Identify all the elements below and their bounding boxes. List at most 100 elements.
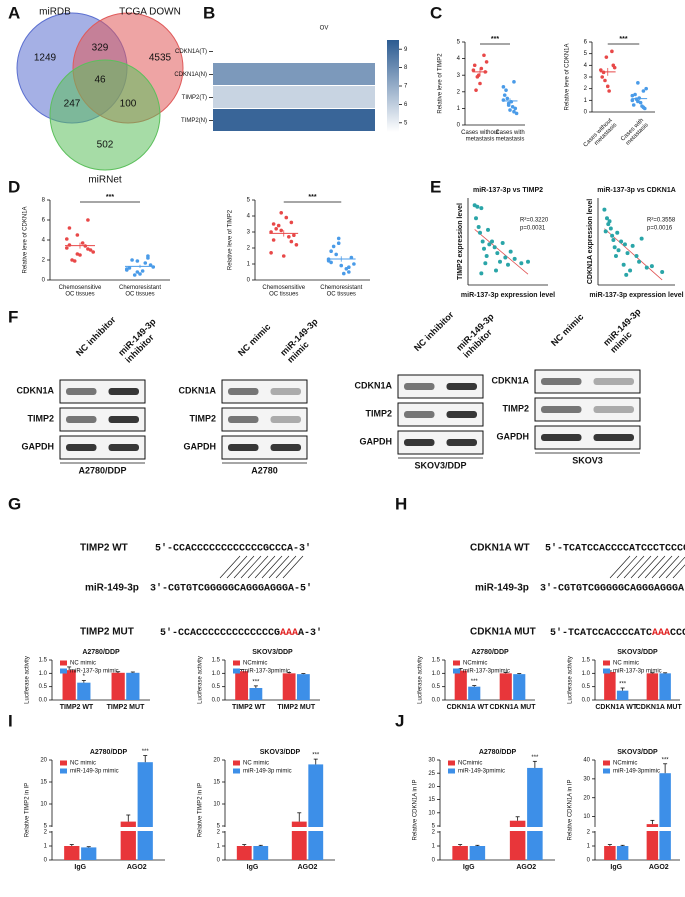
legend-swatch bbox=[60, 660, 67, 666]
colorbar-label: 5 bbox=[404, 120, 408, 126]
dot bbox=[135, 270, 140, 274]
point bbox=[624, 272, 629, 277]
colorbar-label: 8 bbox=[404, 65, 408, 71]
heatmap-title: OV bbox=[320, 26, 329, 32]
point bbox=[479, 271, 484, 276]
y-axis-label: Luciferase activity bbox=[418, 656, 424, 704]
x-tick-label: IgG bbox=[610, 864, 622, 871]
dot bbox=[72, 259, 77, 263]
mut-label: TIMP2 MUT bbox=[80, 627, 134, 638]
panel-label: A bbox=[8, 3, 20, 22]
chart-title: miR-137-3p vs TIMP2 bbox=[473, 187, 543, 194]
y-tick-label: 8 bbox=[42, 198, 46, 204]
y-tick-label: 1.5 bbox=[212, 658, 221, 664]
x-tick-label: TIMP2 WT bbox=[232, 704, 266, 711]
chart-title: A2780/DDP bbox=[479, 749, 517, 756]
bar bbox=[604, 846, 616, 860]
venn-count: 4535 bbox=[149, 53, 172, 64]
blot-band bbox=[270, 444, 301, 451]
y-tick-label: 2 bbox=[247, 246, 251, 252]
y-tick-label: 4 bbox=[457, 56, 461, 62]
base-pair bbox=[665, 556, 685, 579]
bar bbox=[77, 682, 91, 700]
blot-row-label: GAPDH bbox=[21, 441, 54, 451]
significance: *** bbox=[142, 749, 150, 755]
point bbox=[512, 256, 517, 261]
bar bbox=[253, 846, 269, 860]
mut-seq-part: AAA bbox=[280, 628, 298, 639]
colorbar-label: 9 bbox=[404, 47, 408, 53]
dot bbox=[482, 53, 486, 58]
blot-row-label: TIMP2 bbox=[27, 413, 54, 423]
bar bbox=[513, 674, 526, 700]
blot-cell-line: SKOV3/DDP bbox=[414, 460, 466, 470]
bar bbox=[454, 670, 467, 700]
chart-title: A2780/DDP bbox=[471, 649, 509, 656]
y-axis-label: Relative leve of TIMP2 bbox=[438, 53, 444, 114]
point bbox=[494, 268, 498, 273]
x-tick-label: TIMP2 MUT bbox=[107, 704, 145, 711]
blot-band bbox=[404, 411, 435, 418]
heat-cell bbox=[213, 40, 375, 62]
significance: *** bbox=[252, 679, 260, 685]
y-tick-label: 40 bbox=[583, 758, 590, 764]
y-axis-label: Relative leve of TIMP2 bbox=[228, 209, 234, 270]
dot bbox=[636, 81, 640, 85]
point bbox=[619, 239, 624, 244]
dot bbox=[138, 272, 142, 276]
venn-count: 1249 bbox=[34, 53, 57, 64]
blot-band bbox=[228, 416, 259, 423]
point bbox=[482, 246, 486, 251]
dot bbox=[143, 261, 148, 265]
blot-row-label: CDKN1A bbox=[491, 375, 529, 385]
base-pair bbox=[616, 555, 638, 579]
bar bbox=[646, 824, 659, 860]
x-tick-label: TIMP2 MUT bbox=[277, 704, 315, 711]
point bbox=[622, 242, 627, 247]
dot bbox=[140, 269, 145, 273]
significance: *** bbox=[662, 757, 670, 763]
y-tick-label: 1.5 bbox=[582, 658, 591, 664]
x-tick-label: IgG bbox=[74, 864, 86, 871]
dot bbox=[641, 89, 646, 93]
y-axis-label: CDKN1A expression level bbox=[587, 199, 594, 284]
y-axis-label: Luciferase activity bbox=[568, 656, 574, 704]
blot-band bbox=[593, 406, 634, 413]
blot-band bbox=[541, 406, 582, 413]
y-tick-label: 15 bbox=[213, 780, 220, 786]
dot bbox=[610, 49, 614, 54]
bar bbox=[64, 846, 80, 860]
dot bbox=[347, 265, 351, 270]
dot bbox=[508, 108, 512, 112]
axis-break bbox=[221, 827, 229, 831]
blot-frame bbox=[397, 402, 484, 427]
y-tick-label: 5 bbox=[584, 51, 588, 57]
blot-frame bbox=[534, 369, 641, 394]
legend-label: miR-149-3p mimic bbox=[243, 769, 292, 775]
y-tick-label: 15 bbox=[428, 797, 435, 803]
dot bbox=[644, 86, 648, 91]
dot bbox=[599, 68, 603, 72]
legend-label: miR-149-3pmimic bbox=[613, 769, 660, 775]
y-tick-label: 0.0 bbox=[582, 698, 591, 704]
dot bbox=[75, 252, 80, 256]
legend-label: NC mimic bbox=[243, 761, 269, 767]
dot bbox=[289, 239, 294, 244]
dot bbox=[512, 109, 516, 114]
dot bbox=[279, 228, 284, 233]
bar bbox=[291, 821, 307, 860]
y-tick-label: 1 bbox=[457, 106, 461, 112]
y-tick-label: 2 bbox=[42, 258, 46, 264]
dot bbox=[130, 258, 134, 262]
dot bbox=[352, 262, 356, 266]
y-tick-label: 2 bbox=[217, 830, 221, 836]
panel-label: F bbox=[8, 307, 18, 326]
dot bbox=[605, 84, 610, 89]
blot-row-label: GAPDH bbox=[359, 436, 392, 446]
blot-band bbox=[593, 434, 634, 441]
venn-set bbox=[49, 59, 161, 171]
dot bbox=[271, 222, 276, 226]
axis-break bbox=[591, 827, 599, 831]
blot-band bbox=[446, 411, 477, 418]
